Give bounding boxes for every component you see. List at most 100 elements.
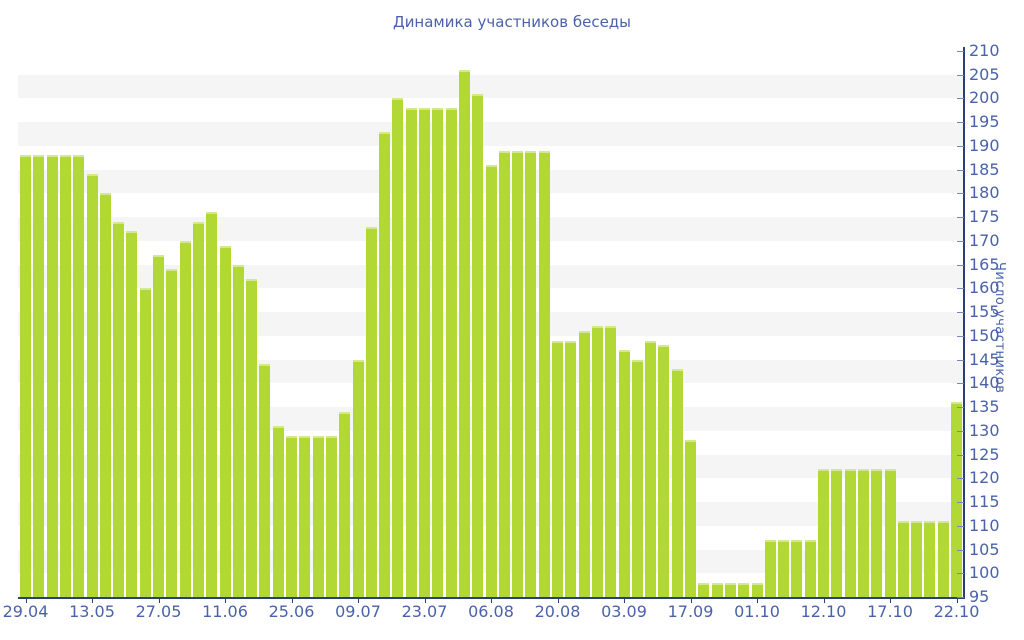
- bar[interactable]: [485, 164, 497, 597]
- bar[interactable]: [445, 107, 457, 597]
- y-tick-label: 170: [969, 230, 1000, 250]
- bar[interactable]: [818, 468, 829, 597]
- bar[interactable]: [631, 359, 643, 597]
- bar[interactable]: [671, 369, 683, 597]
- x-tick-label: 13.05: [69, 602, 115, 621]
- y-tick-label: 145: [969, 349, 1000, 369]
- bar[interactable]: [312, 435, 324, 597]
- bar[interactable]: [685, 440, 696, 597]
- x-tick: [225, 599, 226, 603]
- bar[interactable]: [578, 331, 590, 597]
- bar[interactable]: [764, 540, 776, 597]
- bar[interactable]: [246, 278, 258, 597]
- y-tick: [957, 454, 964, 456]
- bar[interactable]: [432, 107, 444, 597]
- bar[interactable]: [724, 582, 736, 597]
- bar[interactable]: [605, 326, 617, 597]
- bar[interactable]: [339, 411, 351, 597]
- y-tick: [957, 312, 964, 314]
- bar[interactable]: [20, 155, 31, 597]
- bar[interactable]: [804, 540, 816, 597]
- y-tick: [957, 573, 964, 575]
- x-tick: [624, 599, 625, 603]
- bar[interactable]: [86, 174, 98, 597]
- y-tick: [957, 549, 964, 551]
- x-tick: [491, 599, 492, 603]
- x-tick: [757, 599, 758, 603]
- bar[interactable]: [99, 193, 111, 597]
- bar[interactable]: [272, 426, 284, 597]
- y-tick-label: 130: [969, 420, 1000, 440]
- bar[interactable]: [59, 155, 71, 597]
- bar[interactable]: [538, 150, 550, 597]
- bar[interactable]: [299, 435, 311, 597]
- bar[interactable]: [552, 340, 563, 597]
- x-tick-label: 09.07: [335, 602, 381, 621]
- bar[interactable]: [618, 350, 630, 597]
- bar[interactable]: [325, 435, 337, 597]
- bar[interactable]: [911, 521, 923, 597]
- bar[interactable]: [472, 93, 484, 597]
- bar[interactable]: [698, 582, 710, 597]
- y-axis-line: [963, 47, 965, 599]
- bar[interactable]: [365, 226, 377, 597]
- y-tick-label: 165: [969, 254, 1000, 274]
- y-tick: [957, 169, 964, 171]
- bar[interactable]: [232, 264, 244, 597]
- bar[interactable]: [419, 107, 430, 597]
- x-tick: [92, 599, 93, 603]
- bar[interactable]: [286, 435, 297, 597]
- bar[interactable]: [831, 468, 843, 597]
- bar[interactable]: [192, 221, 204, 597]
- bar[interactable]: [219, 245, 231, 597]
- y-tick: [957, 264, 964, 266]
- bar[interactable]: [937, 521, 949, 597]
- bar[interactable]: [259, 364, 271, 597]
- bar[interactable]: [206, 212, 218, 597]
- bar[interactable]: [113, 221, 125, 597]
- bar[interactable]: [591, 326, 603, 597]
- bar[interactable]: [711, 582, 723, 597]
- bar[interactable]: [871, 468, 883, 597]
- bar[interactable]: [778, 540, 790, 597]
- bar[interactable]: [46, 155, 58, 597]
- bar[interactable]: [751, 582, 763, 597]
- y-tick-label: 115: [969, 492, 1000, 512]
- bar[interactable]: [512, 150, 524, 597]
- bar[interactable]: [166, 269, 178, 597]
- y-tick: [957, 478, 964, 480]
- bar[interactable]: [126, 231, 138, 597]
- bar[interactable]: [658, 345, 670, 597]
- y-tick: [957, 74, 964, 76]
- y-tick-label: 180: [969, 183, 1000, 203]
- bar[interactable]: [392, 98, 404, 597]
- bar[interactable]: [857, 468, 869, 597]
- y-tick: [957, 240, 964, 242]
- bar[interactable]: [33, 155, 45, 597]
- bar[interactable]: [458, 69, 470, 597]
- bar[interactable]: [498, 150, 510, 597]
- bar[interactable]: [565, 340, 577, 597]
- bar[interactable]: [645, 340, 657, 597]
- bar[interactable]: [139, 288, 151, 597]
- bar[interactable]: [352, 359, 364, 597]
- bar[interactable]: [738, 582, 750, 597]
- bar[interactable]: [73, 155, 85, 597]
- bar[interactable]: [153, 255, 164, 597]
- y-tick: [957, 335, 964, 337]
- bar[interactable]: [379, 131, 391, 597]
- y-tick-label: 175: [969, 207, 1000, 227]
- x-tick: [424, 599, 426, 603]
- bar[interactable]: [844, 468, 856, 597]
- bar[interactable]: [924, 521, 936, 597]
- y-tick: [957, 525, 964, 527]
- x-tick-label: 27.05: [135, 602, 182, 621]
- bar[interactable]: [884, 468, 896, 597]
- bar[interactable]: [897, 521, 909, 597]
- bar[interactable]: [179, 240, 191, 597]
- bar[interactable]: [525, 150, 537, 597]
- bar[interactable]: [791, 540, 803, 597]
- x-tick: [291, 599, 293, 603]
- bar[interactable]: [405, 107, 417, 597]
- bar[interactable]: [951, 402, 962, 597]
